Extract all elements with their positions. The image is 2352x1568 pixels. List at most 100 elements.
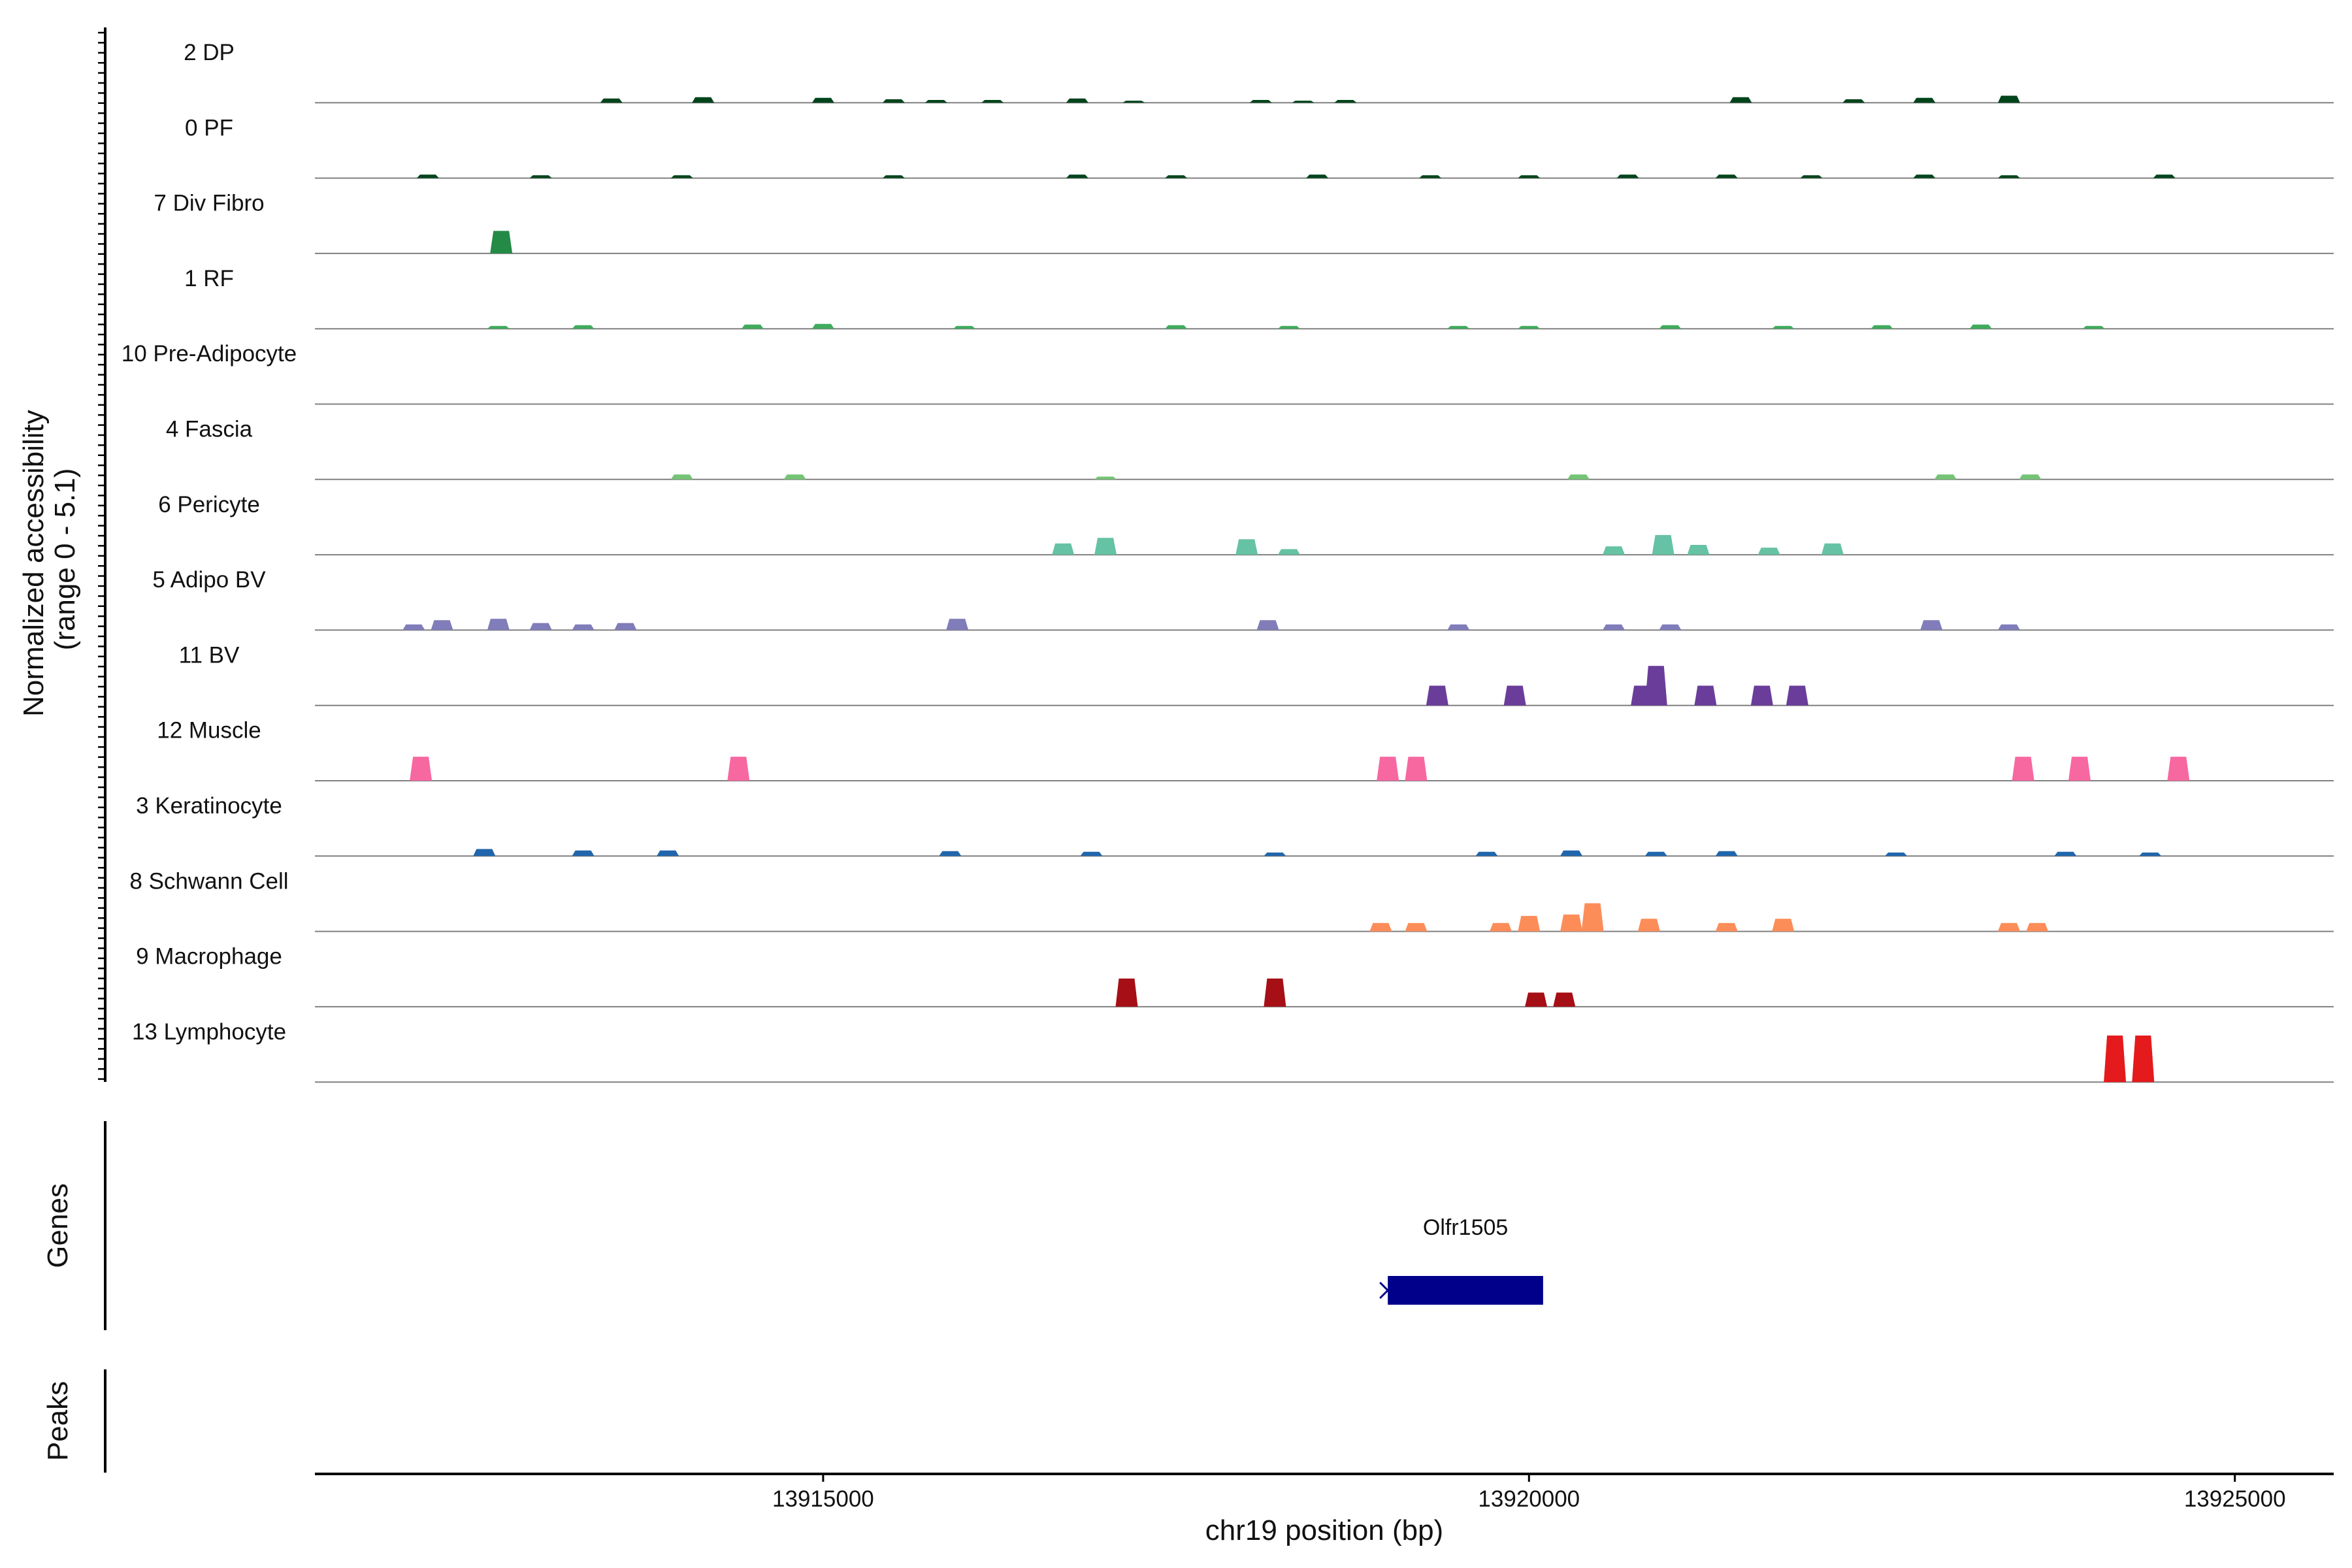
- coverage-peak: [572, 624, 595, 630]
- coverage-peak: [2082, 325, 2105, 329]
- coverage-peak: [1659, 624, 1682, 630]
- coverage-peak: [1249, 100, 1272, 103]
- coverage-peak: [1969, 324, 1992, 329]
- coverage-peak: [882, 99, 905, 103]
- coverage-peak: [1426, 685, 1448, 706]
- y-axis-title: Normalized accessibility (range 0 - 5.1): [18, 402, 81, 717]
- coverage-peak: [882, 175, 905, 178]
- gene-strand-marker: [1379, 1281, 1389, 1292]
- coverage-peak: [1264, 978, 1286, 1007]
- coverage-peak: [2026, 923, 2049, 932]
- coverage-peak: [1256, 620, 1279, 630]
- coverage-peak: [1920, 620, 1943, 630]
- coverage-peak: [2104, 1036, 2127, 1083]
- coverage-peak: [1638, 919, 1660, 932]
- coverage-track: 2 DP: [184, 40, 2334, 104]
- coverage-peak: [1998, 624, 2020, 630]
- coverage-peak: [1518, 915, 1541, 932]
- coverage-peak: [1080, 851, 1103, 857]
- coverage-peak: [1369, 923, 1392, 932]
- gene-label: Olfr1505: [1423, 1215, 1508, 1240]
- coverage-peak: [1560, 850, 1583, 857]
- coverage-peak: [1306, 174, 1329, 178]
- coverage-track: 11 BV: [179, 642, 2334, 706]
- x-axis-title: chr19 position (bp): [1205, 1514, 1443, 1546]
- coverage-peak: [1581, 903, 1604, 932]
- coverage-peak: [1800, 175, 1823, 178]
- coverage-peak: [1405, 923, 1428, 932]
- coverage-peak: [1998, 923, 2020, 932]
- coverage-peak: [1419, 175, 1442, 178]
- coverage-peak: [1729, 97, 1752, 103]
- coverage-peak: [2054, 851, 2077, 857]
- coverage-peak: [572, 325, 595, 329]
- x-tick-label: 13915000: [772, 1486, 874, 1512]
- track-label: 5 Adipo BV: [152, 567, 266, 593]
- coverage-peak: [1165, 175, 1188, 178]
- coverage-peak: [1377, 757, 1399, 781]
- coverage-peak: [416, 174, 439, 178]
- coverage-peak: [1066, 98, 1088, 103]
- coverage-peak: [946, 619, 969, 630]
- genes-panel-title: Genes: [42, 1183, 74, 1268]
- coverage-peak: [1066, 174, 1088, 178]
- coverage-peak: [1757, 547, 1780, 555]
- coverage-track: 6 Pericyte: [158, 492, 2334, 556]
- coverage-peak: [529, 623, 552, 630]
- coverage-peak: [1715, 923, 1738, 932]
- coverage-peak: [811, 97, 834, 103]
- coverage-peak: [1998, 95, 2020, 103]
- y-axis-title-line-2: (range 0 - 5.1): [49, 468, 81, 651]
- coverage-peak: [1885, 852, 1908, 857]
- coverage-peak: [402, 624, 425, 630]
- coverage-peak: [600, 98, 623, 103]
- y-axis-ticks: [98, 31, 105, 1080]
- y-axis-title-line-1: Normalized accessibility: [18, 410, 50, 716]
- coverage-peak: [2139, 852, 2162, 857]
- coverage-peak: [1094, 476, 1117, 480]
- x-axis-ticks: 13915000 13920000 13925000: [772, 1474, 2286, 1512]
- coverage-peak: [614, 623, 637, 630]
- coverage-peak: [1750, 685, 1773, 706]
- track-label: 8 Schwann Cell: [129, 868, 288, 894]
- track-label: 10 Pre-Adipocyte: [122, 341, 297, 367]
- coverage-track: 1 RF: [184, 266, 2334, 330]
- coverage-peak: [1715, 174, 1738, 178]
- coverage-peak: [1264, 852, 1286, 857]
- coverage-peak: [1603, 624, 1625, 630]
- coverage-peak: [1913, 174, 1936, 178]
- coverage-peak: [1694, 685, 1717, 706]
- coverage-peak: [1405, 757, 1428, 781]
- coverage-peak: [1842, 99, 1865, 103]
- coverage-track: 4 Fascia: [166, 417, 2334, 480]
- coverage-track: 8 Schwann Cell: [129, 868, 2334, 932]
- coverage-peak: [1560, 914, 1583, 932]
- coverage-peak: [2132, 1036, 2155, 1083]
- gene-body: [1388, 1276, 1543, 1305]
- coverage-track: 3 Keratinocyte: [136, 793, 2334, 857]
- track-label: 13 Lymphocyte: [132, 1019, 286, 1045]
- x-tick-label: 13920000: [1478, 1486, 1580, 1512]
- track-label: 0 PF: [185, 115, 233, 140]
- coverage-peak: [473, 849, 496, 857]
- coverage-peak: [1821, 543, 1844, 555]
- coverage-peak: [1052, 543, 1075, 555]
- coverage-peak: [1278, 549, 1300, 555]
- coverage-peak: [490, 231, 513, 253]
- coverage-track: 13 Lymphocyte: [132, 1019, 2334, 1083]
- coverage-peak: [1553, 992, 1576, 1007]
- coverage-peak: [1094, 538, 1117, 555]
- coverage-track: 7 Div Fibro: [154, 191, 2334, 254]
- track-label: 6 Pericyte: [158, 492, 260, 517]
- coverage-peak: [1503, 685, 1526, 706]
- coverage-peak: [1870, 325, 1893, 329]
- coverage-peak: [1786, 685, 1808, 706]
- coverage-peak: [1652, 534, 1674, 555]
- coverage-peak: [1687, 545, 1710, 555]
- coverage-peak: [1934, 474, 1957, 480]
- coverage-peak: [981, 100, 1004, 103]
- track-label: 12 Muscle: [157, 718, 261, 743]
- coverage-peak: [670, 175, 693, 178]
- coverage-peak: [431, 620, 453, 630]
- coverage-peak: [1447, 325, 1470, 329]
